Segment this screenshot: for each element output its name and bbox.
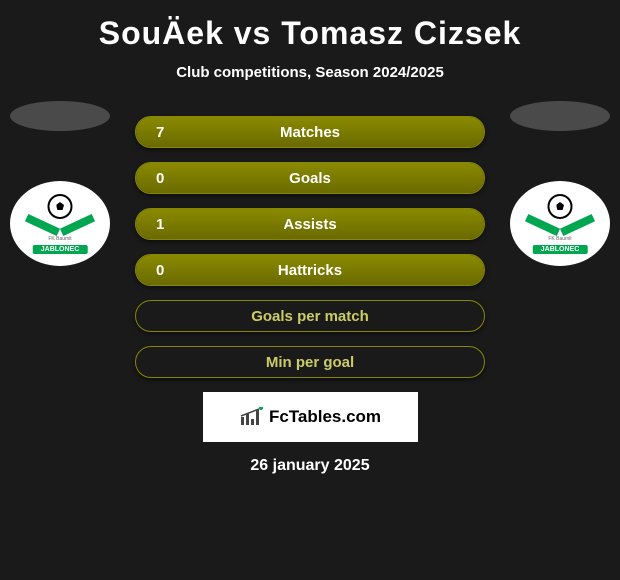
fctables-logo-icon: [239, 407, 264, 427]
season-subtitle: Club competitions, Season 2024/2025: [0, 64, 620, 81]
stats-bars-container: 7 Matches 0 Goals 1 Assists 0 Hattricks: [135, 116, 485, 378]
player-right-column: FK Baumit JABLONEC: [510, 101, 610, 266]
logo-inner-right: FK Baumit JABLONEC: [525, 194, 595, 254]
club-logo-left: FK Baumit JABLONEC: [10, 181, 110, 266]
stat-label: Hattricks: [136, 262, 484, 279]
stat-row-goals: 0 Goals: [135, 162, 485, 194]
stat-label: Goals: [136, 170, 484, 187]
stat-row-goals-per-match: Goals per match: [135, 300, 485, 332]
date-text: 26 january 2025: [0, 457, 620, 475]
logo-banner-text: JABLONEC: [533, 245, 588, 254]
content-area: FK Baumit JABLONEC FK Baumit JABLONEC 7: [0, 116, 620, 475]
stat-row-assists: 1 Assists: [135, 208, 485, 240]
player-right-shadow: [510, 101, 610, 131]
logo-small-text: FK Baumit: [548, 236, 571, 242]
comparison-title: SouÄek vs Tomasz Cizsek: [0, 15, 620, 52]
player-left-column: FK Baumit JABLONEC: [10, 101, 110, 266]
infographic-container: SouÄek vs Tomasz Cizsek Club competition…: [0, 0, 620, 580]
stat-label: Matches: [136, 124, 484, 141]
stat-row-hattricks: 0 Hattricks: [135, 254, 485, 286]
attribution-box: FcTables.com: [203, 392, 418, 442]
stat-label: Goals per match: [136, 308, 484, 325]
stat-row-matches: 7 Matches: [135, 116, 485, 148]
logo-inner-left: FK Baumit JABLONEC: [25, 194, 95, 254]
player-left-shadow: [10, 101, 110, 131]
attribution-text: FcTables.com: [269, 407, 381, 427]
stat-label: Min per goal: [136, 354, 484, 371]
logo-small-text: FK Baumit: [48, 236, 71, 242]
club-logo-right: FK Baumit JABLONEC: [510, 181, 610, 266]
stat-row-min-per-goal: Min per goal: [135, 346, 485, 378]
logo-banner-text: JABLONEC: [33, 245, 88, 254]
stat-label: Assists: [136, 216, 484, 233]
